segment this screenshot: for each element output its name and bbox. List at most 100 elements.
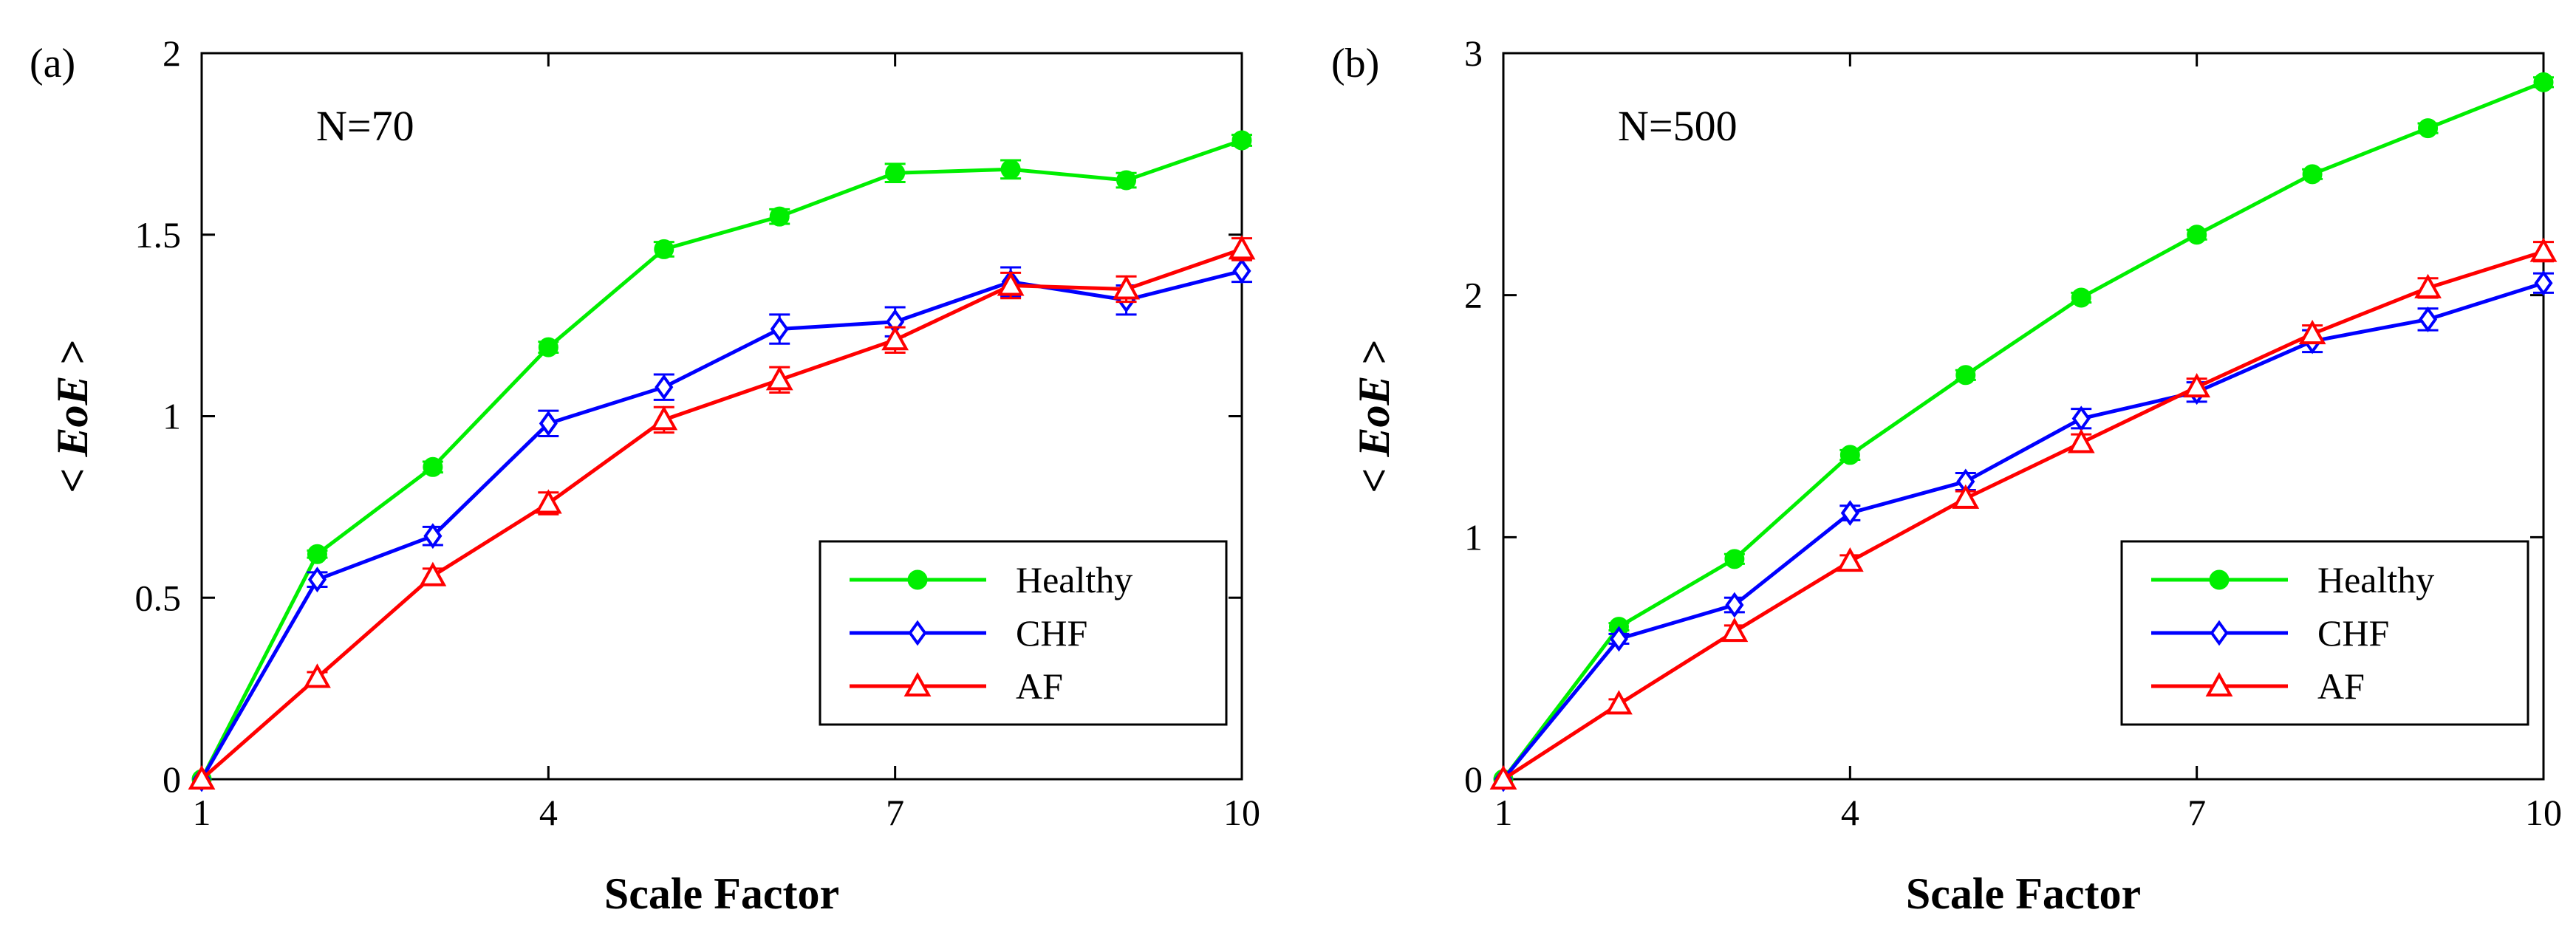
data-point <box>423 456 443 477</box>
data-point <box>539 410 558 437</box>
data-point <box>1721 617 1749 643</box>
data-point <box>654 239 674 259</box>
series-line <box>199 138 1243 781</box>
data-point <box>2534 270 2553 296</box>
y-tick-label: 1 <box>1464 516 1483 558</box>
x-tick-label: 10 <box>1223 792 1260 833</box>
data-point <box>1000 159 1021 179</box>
data-point <box>765 366 793 391</box>
data-point <box>1605 690 1633 715</box>
legend-marker <box>2209 569 2230 590</box>
data-point <box>2414 273 2442 298</box>
y-axis-label-main: EoE <box>48 375 97 457</box>
series-line <box>1502 250 2544 781</box>
legend-marker <box>903 671 932 696</box>
y-axis-label-prefix: < <box>1350 457 1398 493</box>
series-line <box>1502 80 2544 781</box>
data-point <box>1955 365 1976 386</box>
y-axis-label: < EoE > <box>1350 339 1398 493</box>
data-point <box>2533 72 2554 92</box>
data-point <box>1836 547 1864 572</box>
legend-label: CHF <box>2317 612 2389 654</box>
data-point <box>650 405 678 431</box>
y-axis-label-prefix: < <box>48 457 97 493</box>
data-point <box>1489 764 1517 790</box>
legend: Healthy CHF AF <box>2120 540 2529 726</box>
data-point <box>2071 287 2091 308</box>
x-tick-label: 1 <box>1494 792 1513 833</box>
x-axis-label: Scale Factor <box>604 869 839 918</box>
legend-entry-healthy: Healthy <box>850 559 1132 600</box>
data-point <box>538 337 558 357</box>
y-tick-label: 3 <box>1464 32 1483 74</box>
series-healthy <box>191 130 1252 790</box>
legend-label: CHF <box>1016 612 1087 654</box>
data-point <box>2183 373 2211 398</box>
data-point <box>534 489 562 514</box>
data-point <box>885 162 906 183</box>
sample-size-annotation: N=70 <box>316 102 414 150</box>
plot-area-frame <box>1502 52 2545 781</box>
y-tick-label: 0 <box>163 759 181 800</box>
data-point <box>1725 592 1744 618</box>
series-line <box>199 269 1243 781</box>
panel-label: (b) <box>1331 41 1379 86</box>
data-point <box>2529 237 2558 262</box>
data-point <box>881 326 909 351</box>
data-point <box>304 663 331 688</box>
data-point <box>1231 130 1252 151</box>
data-point <box>1228 235 1256 260</box>
data-point <box>1609 626 1628 652</box>
y-tick-label: 2 <box>1464 275 1483 316</box>
y-axis-label-suffix: > <box>1350 339 1398 375</box>
x-tick-label: 7 <box>886 792 904 833</box>
data-point <box>307 544 327 564</box>
legend-entry-chf: CHF <box>2151 612 2389 654</box>
legend-marker <box>908 620 927 646</box>
data-point <box>1839 445 1860 465</box>
y-tick-label: 0 <box>1464 759 1483 800</box>
data-point <box>1840 500 1859 526</box>
legend-entry-af: AF <box>850 665 1063 707</box>
data-point <box>1724 549 1745 569</box>
y-axis-label-main: EoE <box>1350 375 1398 457</box>
legend-label: Healthy <box>2317 559 2434 600</box>
y-axis-label-suffix: > <box>48 339 97 375</box>
legend-marker <box>2210 620 2229 646</box>
y-tick-label: 2 <box>163 32 181 74</box>
x-tick-label: 4 <box>539 792 558 833</box>
data-point <box>2298 319 2326 345</box>
data-point <box>423 523 443 550</box>
legend-entry-chf: CHF <box>850 612 1087 654</box>
x-tick-label: 10 <box>2525 792 2562 833</box>
legend-label: AF <box>1016 665 1063 707</box>
data-point <box>770 316 789 342</box>
series-line <box>1502 281 2544 781</box>
data-point <box>655 374 674 400</box>
chart-panel-a: 1 4 7 10 0 0.5 1 1.5 2 (a) N=70 Scale Factor < EoE >… <box>30 32 1260 918</box>
x-tick-label: 7 <box>2187 792 2206 833</box>
data-point <box>2419 307 2438 332</box>
data-point <box>1113 275 1140 300</box>
x-axis-label: Scale Factor <box>1906 869 2141 918</box>
y-tick-label: 1 <box>163 396 181 437</box>
data-point <box>2187 225 2207 245</box>
data-point <box>997 271 1025 296</box>
series-line <box>200 247 1243 781</box>
legend-marker <box>2205 671 2233 696</box>
legend-marker <box>907 569 928 590</box>
legend-entry-healthy: Healthy <box>2151 559 2434 600</box>
y-tick-label: 1.5 <box>135 214 182 256</box>
legend-label: Healthy <box>1016 559 1132 600</box>
data-point <box>1232 258 1251 284</box>
data-point <box>2418 118 2439 139</box>
data-point <box>769 206 790 227</box>
data-point <box>307 566 327 593</box>
panel-label: (a) <box>30 41 75 86</box>
series-chf <box>192 258 1252 792</box>
data-point <box>2067 428 2095 453</box>
legend: Healthy CHF AF <box>819 540 1228 726</box>
data-point <box>2071 405 2091 432</box>
